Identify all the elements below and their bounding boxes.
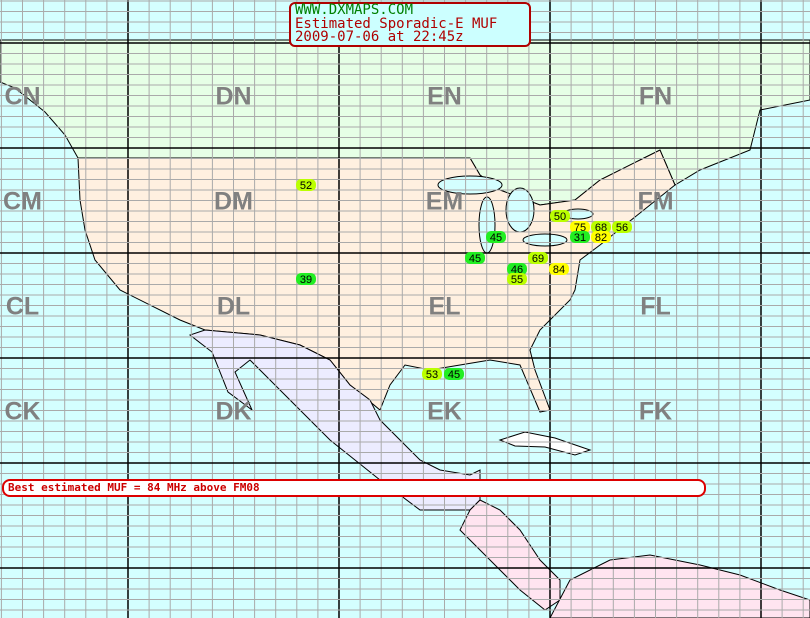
muf-point-marker [528,252,548,264]
muf-point[interactable]: 82 [591,231,611,244]
field-label-en: EN [427,83,462,111]
field-label-fo: FO [638,0,673,6]
map-title: Estimated Sporadic-E MUF [295,15,498,32]
muf-point-marker [486,231,506,243]
central-america-land [459,499,561,611]
cuba-land [498,431,592,456]
field-label-ek: EK [427,398,462,426]
muf-point-value: 45 [448,369,460,381]
muf-point-value: 50 [554,211,566,223]
muf-point-marker [550,210,570,222]
field-label-fl: FL [640,293,671,321]
timestamp: 2009-07-06 at 22:45z [295,29,464,45]
muf-point-marker [549,263,569,275]
field-label-fn: FN [639,83,672,111]
muf-point-marker [296,273,316,285]
muf-point-value: 56 [616,222,628,234]
muf-point-marker [444,368,464,380]
muf-point[interactable]: 55 [507,273,527,286]
lake-huron [505,187,535,233]
muf-point-value: 82 [595,232,607,244]
muf-point-marker [591,231,611,243]
lake-erie [522,233,568,247]
muf-point[interactable]: 45 [444,368,464,381]
field-label-do: DO [215,0,253,6]
muf-point-value: 53 [426,369,438,381]
field-label-dk: DK [215,398,251,426]
muf-point-value: 69 [532,253,544,265]
field-label-dl: DL [217,293,250,321]
muf-point-value: 55 [511,274,523,286]
field-label-dm: DM [214,188,253,216]
title-box: WWW.DXMAPS.COM Estimated Sporadic-E MUF … [289,2,531,47]
muf-point-marker [465,252,485,264]
muf-point-marker [507,273,527,285]
field-label-cn: CN [4,83,40,111]
muf-point-value: 39 [300,274,312,286]
muf-point-marker [612,221,632,233]
muf-point-marker [296,179,316,191]
muf-point[interactable]: 50 [550,210,570,223]
muf-point-marker [422,368,442,380]
muf-point[interactable]: 39 [296,273,316,286]
muf-point-marker [507,263,527,275]
muf-point[interactable]: 52 [296,179,316,192]
muf-point-value: 45 [469,253,481,265]
field-label-em: EM [426,188,464,216]
muf-point-marker [591,221,611,233]
site-name: WWW.DXMAPS.COM [295,2,414,18]
muf-point-value: 31 [574,232,586,244]
field-label-fk: FK [639,398,672,426]
muf-point-marker [570,221,590,233]
muf-point[interactable]: 45 [486,231,506,244]
field-labels: CODOEOFOCNDNENFNCMDMEMFMCLDLELFLCKDKEKFK [3,0,674,426]
field-label-ck: CK [4,398,40,426]
field-label-cl: CL [6,293,39,321]
muf-point-marker [570,231,590,243]
muf-point[interactable]: 69 [528,252,548,265]
muf-point-value: 52 [300,180,312,192]
muf-point[interactable]: 56 [612,221,632,234]
muf-point-value: 84 [553,264,565,276]
field-label-co: CO [4,0,42,6]
field-label-fm: FM [637,188,673,216]
muf-point[interactable]: 53 [422,368,442,381]
muf-point-value: 45 [490,232,502,244]
best-muf-banner: Best estimated MUF = 84 MHz above FM08 [2,479,706,497]
field-label-dn: DN [215,83,251,111]
field-label-cm: CM [3,188,42,216]
field-label-el: EL [429,293,461,321]
muf-point[interactable]: 31 [570,231,590,244]
south-america-land [549,554,810,618]
muf-point[interactable]: 45 [465,252,485,265]
muf-point[interactable]: 84 [549,263,569,276]
